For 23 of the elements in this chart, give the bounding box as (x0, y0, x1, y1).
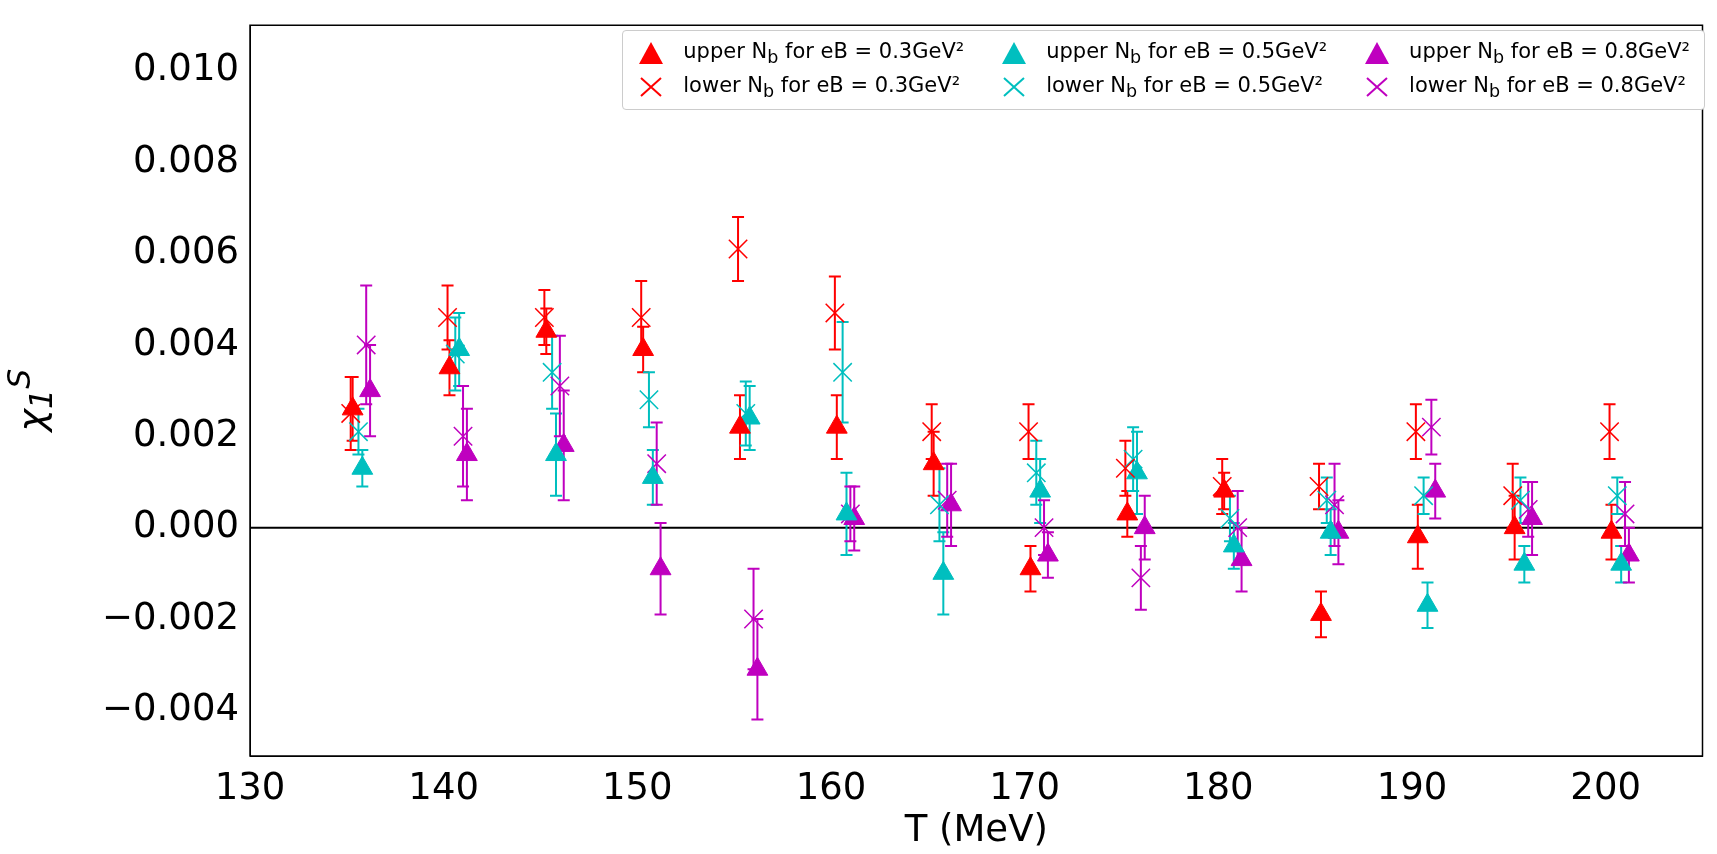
x-tick-label: 150 (602, 764, 673, 808)
y-tick-label: −0.002 (102, 594, 239, 638)
legend-label: upper N$_{b}$ for eB = 0.8GeV² (1409, 39, 1690, 68)
x-tick-label: 140 (408, 764, 479, 808)
legend-label: lower N$_{b}$ for eB = 0.8GeV² (1409, 73, 1686, 102)
y-tick-label: 0.010 (133, 46, 239, 90)
x-tick-label: 130 (214, 764, 286, 808)
legend-label: upper N$_{b}$ for eB = 0.3GeV² (683, 39, 965, 68)
x-axis-title: T (MeV) (903, 807, 1048, 851)
x-tick-label: 200 (1570, 764, 1641, 808)
x-tick-label: 170 (989, 764, 1060, 808)
y-tick-label: 0.002 (133, 411, 239, 455)
legend-label: lower N$_{b}$ for eB = 0.3GeV² (683, 73, 961, 102)
x-tick-label: 190 (1376, 764, 1448, 808)
y-tick-label: 0.000 (133, 503, 239, 547)
y-tick-label: −0.004 (102, 685, 239, 729)
y-tick-label: 0.004 (133, 320, 239, 364)
legend-label: lower N$_{b}$ for eB = 0.5GeV² (1046, 73, 1323, 102)
legend-label: upper N$_{b}$ for eB = 0.5GeV² (1046, 39, 1328, 68)
y-tick-label: 0.006 (133, 229, 239, 273)
x-tick-label: 160 (795, 764, 867, 808)
x-tick-label: 180 (1183, 764, 1254, 808)
y-tick-label: 0.008 (133, 137, 239, 181)
